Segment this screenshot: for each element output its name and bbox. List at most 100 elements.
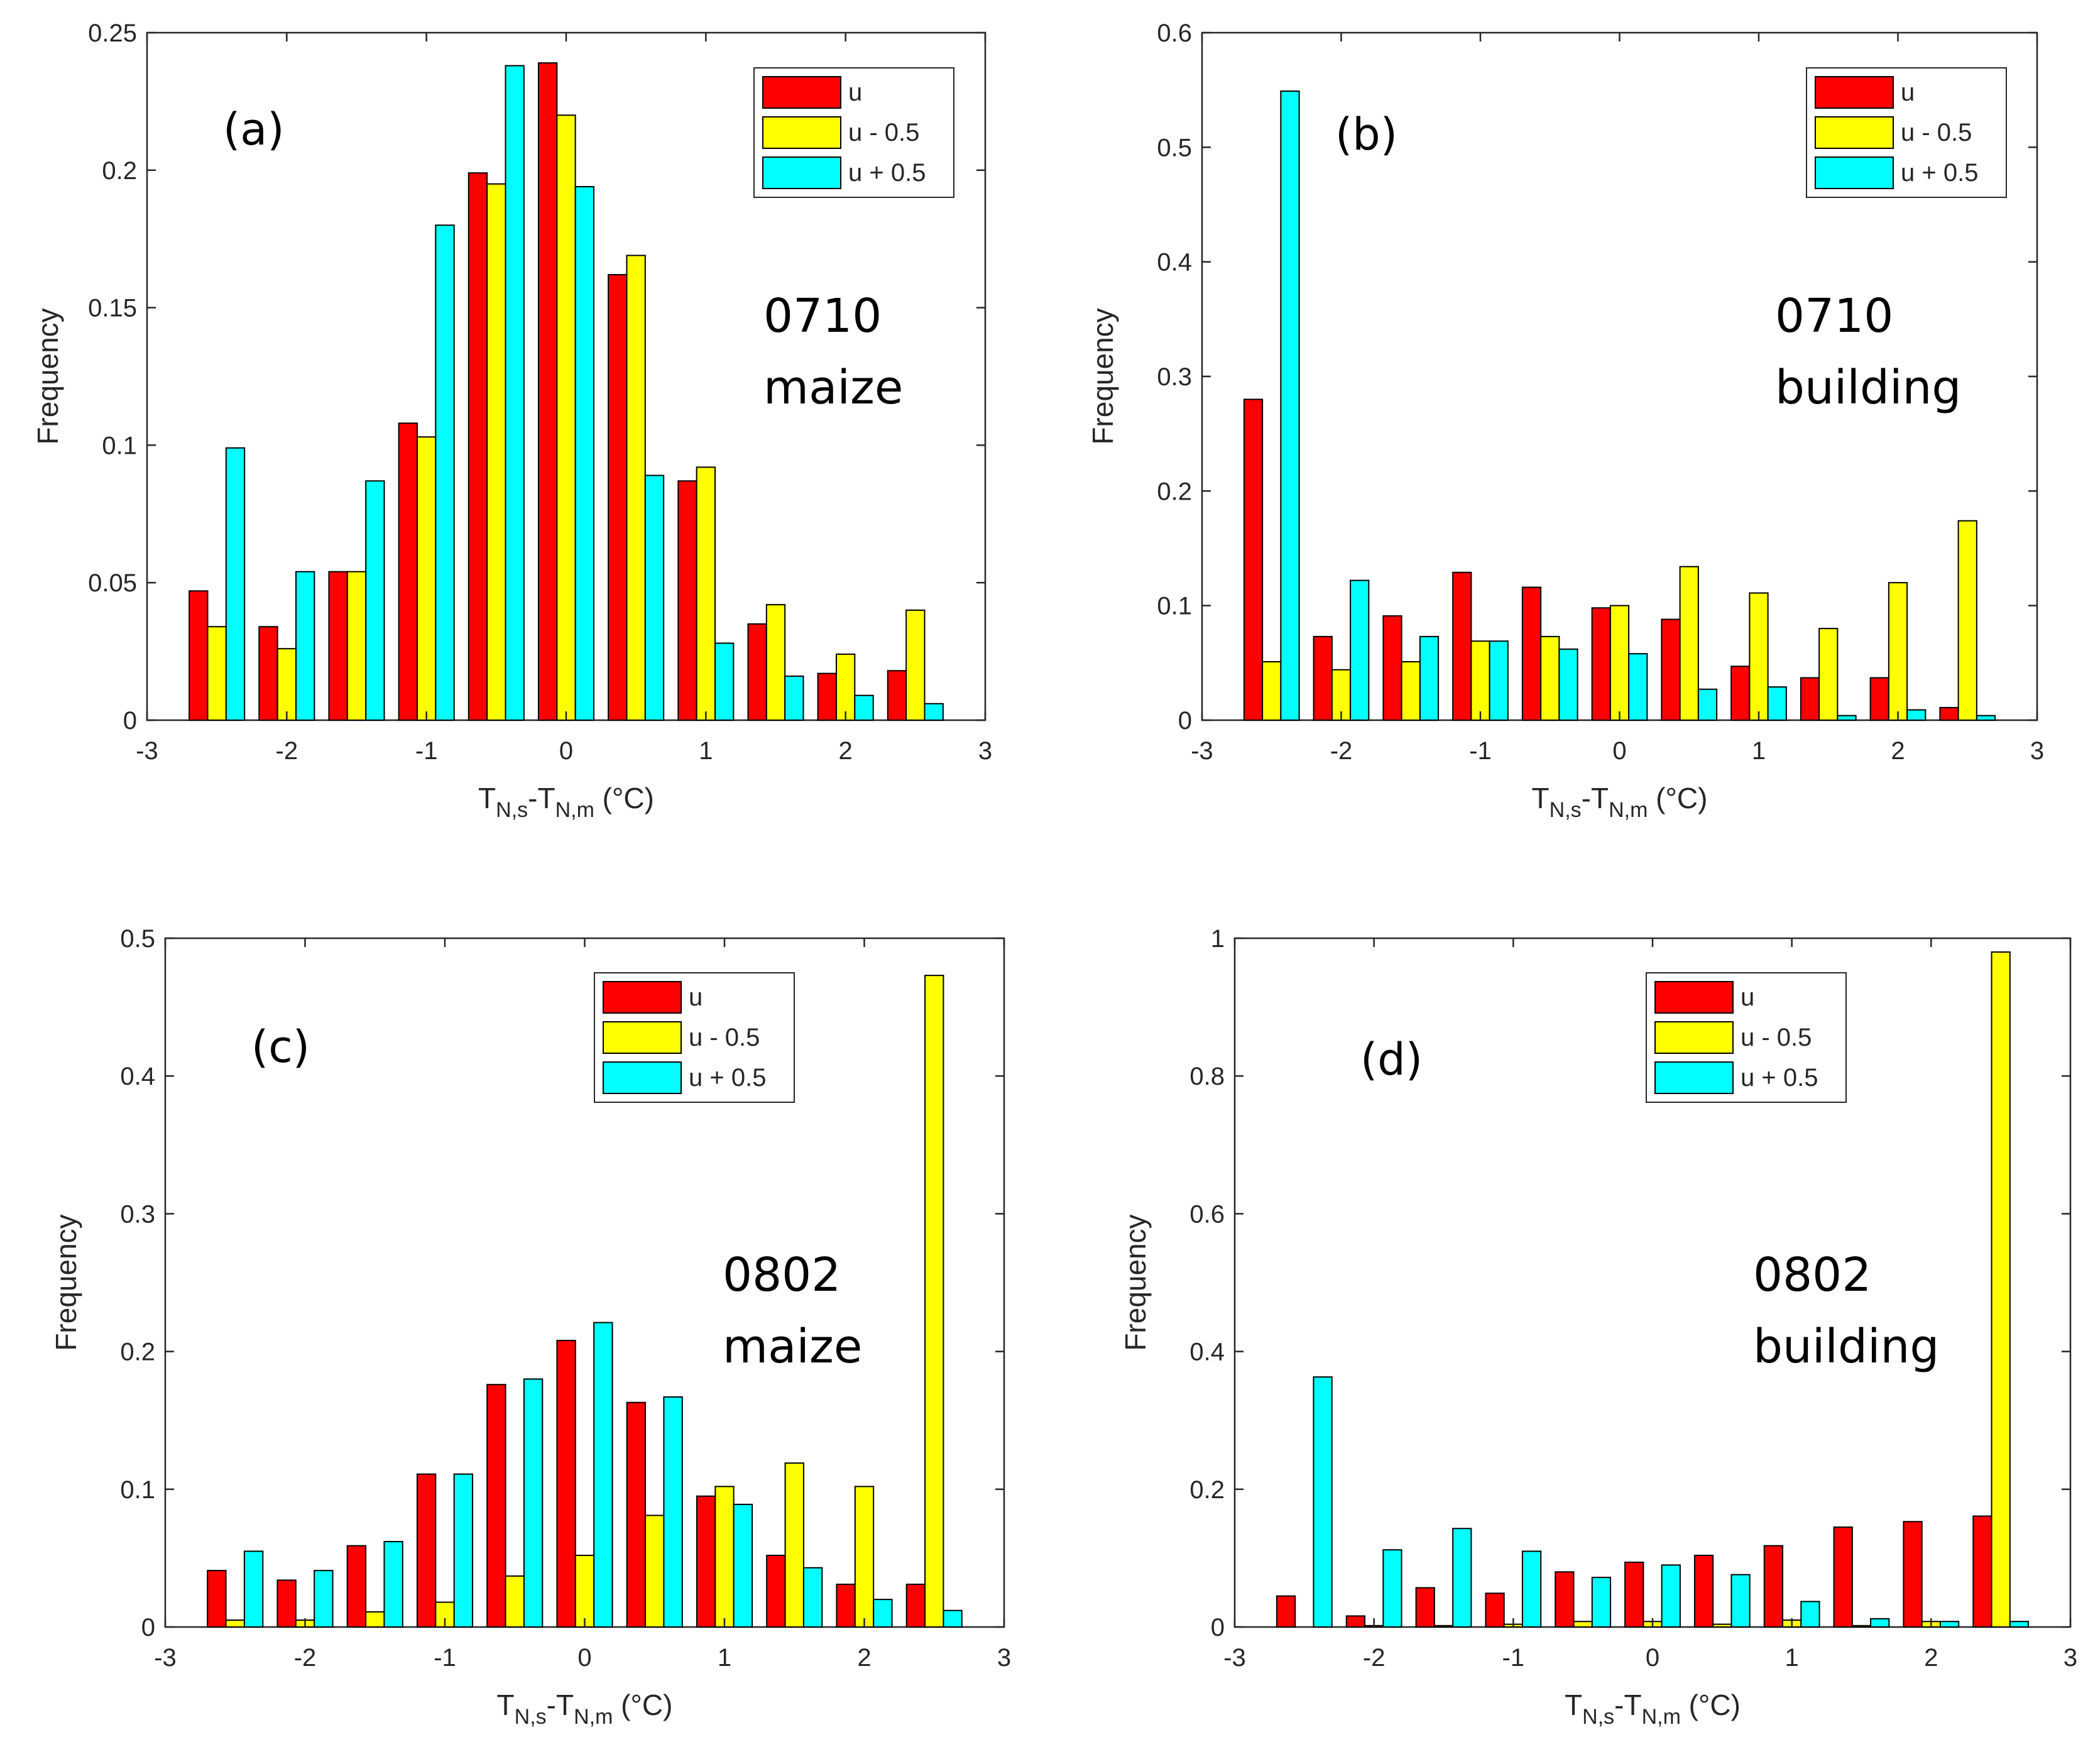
series-u	[1276, 1515, 1992, 1628]
bar	[802, 1567, 823, 1628]
bar	[766, 1555, 786, 1628]
bar	[1939, 1621, 1960, 1628]
bar	[1939, 706, 1959, 721]
bar	[696, 1495, 716, 1628]
bar	[608, 274, 628, 721]
bar	[1401, 661, 1421, 721]
bar	[1415, 1587, 1435, 1628]
bar	[835, 653, 856, 721]
legend: u u - 0.5 u + 0.5	[1646, 972, 1847, 1103]
bar	[1833, 1526, 1853, 1628]
y-tick-label: 0.1	[120, 1476, 155, 1504]
x-axis-label-sub1: N,s	[515, 1705, 547, 1729]
legend-swatch	[1815, 76, 1894, 109]
x-axis-label-sub2: N,m	[574, 1705, 613, 1729]
bar	[574, 1555, 595, 1628]
series-u-0-5	[243, 1322, 963, 1628]
bar	[346, 1545, 367, 1628]
legend-entry-label: u	[848, 79, 862, 106]
series-u-0-5	[1313, 1376, 2030, 1628]
x-axis-label-dash: -T	[547, 1689, 574, 1721]
bar	[365, 480, 385, 721]
bar	[416, 1473, 437, 1628]
bar	[1521, 586, 1542, 721]
bar	[1470, 640, 1490, 721]
legend-swatch	[1815, 156, 1894, 189]
bar	[1540, 635, 1560, 721]
x-tick-label: -1	[1502, 1644, 1525, 1672]
y-tick-label: 0.25	[88, 19, 137, 47]
x-tick-label: 1	[1785, 1644, 1799, 1672]
bar	[1555, 1571, 1575, 1628]
bar	[1972, 1515, 1992, 1628]
bar	[1903, 1521, 1923, 1628]
bar	[537, 62, 558, 721]
x-tick-label: 2	[1891, 737, 1905, 765]
legend-entry-label: u	[689, 983, 702, 1011]
series-u-0-5	[1262, 520, 1977, 721]
bar	[1313, 635, 1333, 721]
bar	[1313, 1376, 1333, 1628]
x-axis-label-sub2: N,m	[1642, 1705, 1681, 1729]
bar	[887, 670, 907, 721]
x-tick-label: 3	[978, 737, 992, 765]
bar	[365, 1611, 385, 1628]
legend-entry-label: u - 0.5	[1901, 119, 1972, 146]
legend-swatch	[1815, 116, 1894, 149]
bar	[225, 447, 246, 721]
bar	[556, 114, 576, 721]
y-tick-label: 0.2	[1157, 478, 1192, 505]
legend-entry-label: u + 0.5	[848, 159, 926, 187]
legend-swatch	[1654, 1021, 1734, 1054]
x-tick-label: -3	[136, 737, 158, 765]
panel-label: (b)	[1335, 109, 1397, 160]
bar	[1730, 1574, 1751, 1628]
bar	[677, 480, 697, 721]
legend-entry-label: u - 0.5	[848, 119, 919, 146]
bar	[644, 474, 665, 721]
bar	[1628, 653, 1648, 721]
bar	[467, 172, 488, 721]
bar	[314, 1570, 334, 1628]
bar	[1957, 520, 1977, 721]
panel-label: (d)	[1360, 1034, 1423, 1085]
x-axis-label: TN,s-TN,m (°C)	[1532, 782, 1708, 822]
legend-entry-label: u - 0.5	[689, 1024, 760, 1051]
y-axis-label: Frequency	[31, 308, 64, 444]
x-axis-label-unit: (°C)	[1681, 1689, 1741, 1721]
bar	[626, 255, 646, 721]
legend-entry-label: u	[1901, 79, 1915, 106]
legend: u u - 0.5 u + 0.5	[594, 972, 795, 1103]
x-tick-label: -1	[1469, 737, 1492, 765]
legend: u u - 0.5 u + 0.5	[753, 67, 954, 198]
series-u-0-5	[207, 114, 926, 721]
series-u-0-5	[1364, 951, 2011, 1628]
x-axis-label-sub1: N,s	[496, 798, 528, 822]
bar	[346, 571, 367, 721]
x-tick-label: 1	[699, 737, 713, 765]
legend: u u - 0.5 u + 0.5	[1806, 67, 2007, 198]
chart-panel-1: -3 -2 -1 0 1 2 300.10.20.30.40.50.6FrequencyTN…	[1086, 19, 2044, 822]
y-tick-label: 0.6	[1157, 19, 1192, 47]
bar	[1697, 688, 1718, 721]
legend-swatch	[762, 156, 841, 189]
x-axis-label-sub2: N,m	[1609, 798, 1648, 822]
bar	[1609, 605, 1630, 721]
x-tick-label: -2	[1363, 1644, 1386, 1672]
bar	[1767, 686, 1787, 721]
bar	[1276, 1595, 1296, 1628]
y-tick-label: 0.8	[1189, 1063, 1225, 1090]
x-axis-label-dash: -T	[1614, 1689, 1641, 1721]
panel-annotation: maize	[763, 361, 903, 415]
bar	[626, 1401, 647, 1628]
bar	[523, 1378, 544, 1628]
legend-entry-label: u + 0.5	[1741, 1064, 1818, 1092]
series-u	[207, 1340, 926, 1628]
y-tick-label: 0.5	[1157, 134, 1192, 162]
bar	[1345, 1615, 1366, 1628]
bar	[1888, 582, 1908, 721]
bar	[747, 623, 767, 721]
bar	[817, 672, 837, 721]
x-axis-label: TN,s-TN,m (°C)	[1565, 1689, 1741, 1729]
